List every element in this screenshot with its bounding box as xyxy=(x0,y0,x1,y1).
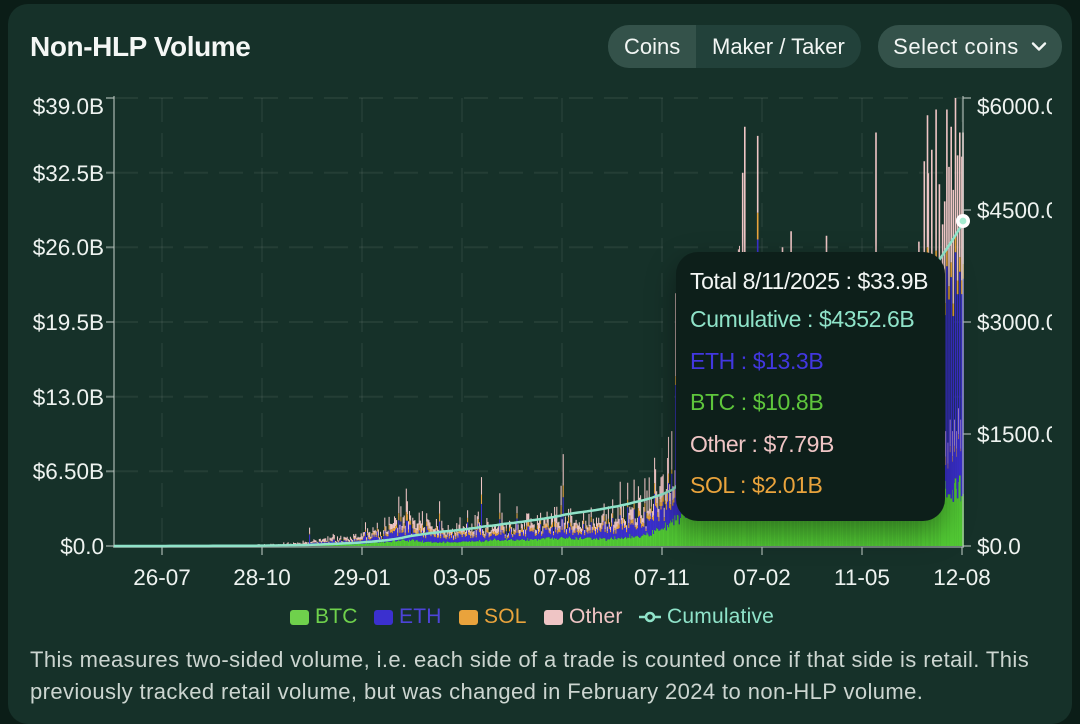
svg-text:26-07: 26-07 xyxy=(133,565,191,590)
svg-text:$0.0: $0.0 xyxy=(977,534,1021,559)
svg-text:07-02: 07-02 xyxy=(733,565,791,590)
svg-text:$0.0: $0.0 xyxy=(60,534,104,559)
svg-text:03-05: 03-05 xyxy=(433,565,491,590)
svg-text:11-05: 11-05 xyxy=(834,565,890,590)
svg-text:$6000.0: $6000.0 xyxy=(977,94,1058,119)
svg-text:29-01: 29-01 xyxy=(333,565,391,590)
svg-text:$19.5B: $19.5B xyxy=(33,310,104,335)
svg-text:$6.50B: $6.50B xyxy=(33,459,104,484)
svg-text:$3000.0: $3000.0 xyxy=(977,310,1058,335)
svg-text:$39.0B: $39.0B xyxy=(33,94,104,119)
svg-text:07-08: 07-08 xyxy=(533,565,591,590)
svg-text:12-08: 12-08 xyxy=(933,565,991,590)
svg-text:28-10: 28-10 xyxy=(233,565,291,590)
svg-text:$13.0B: $13.0B xyxy=(33,385,104,410)
svg-text:$32.5B: $32.5B xyxy=(33,161,104,186)
svg-text:$1500.0: $1500.0 xyxy=(977,422,1058,447)
svg-text:$26.0B: $26.0B xyxy=(33,235,104,260)
svg-text:07-11: 07-11 xyxy=(634,565,690,590)
svg-text:$4500.0: $4500.0 xyxy=(977,198,1058,223)
